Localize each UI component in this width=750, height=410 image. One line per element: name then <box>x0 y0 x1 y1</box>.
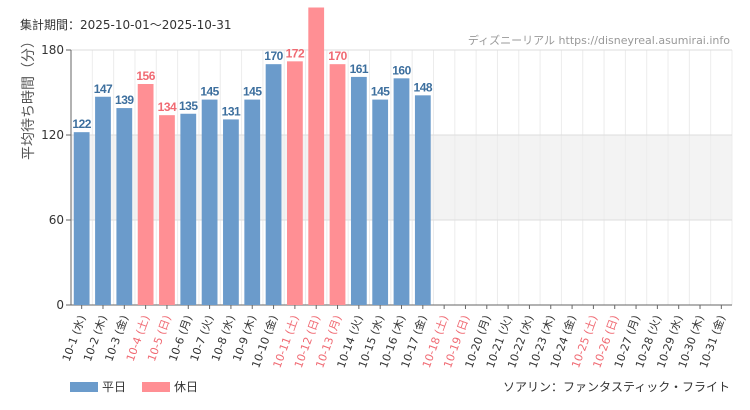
legend-label-weekday: 平日 <box>102 380 127 394</box>
bar-value-label: 170 <box>264 49 283 63</box>
bar <box>329 64 346 305</box>
bar <box>73 132 90 305</box>
bar <box>350 76 367 305</box>
attraction-name: ソアリン：ファンタスティック・フライト <box>502 380 730 394</box>
bar <box>201 99 218 305</box>
legend-swatch-holiday <box>142 381 171 392</box>
bar <box>308 7 325 305</box>
bar-value-label: 145 <box>371 85 390 99</box>
bar-value-label: 147 <box>94 82 113 96</box>
bar-value-label: 122 <box>72 117 91 131</box>
y-tick-label: 0 <box>56 298 64 312</box>
bar-value-label: 145 <box>200 85 219 99</box>
bar <box>414 95 431 305</box>
bar-value-label: 148 <box>414 80 433 94</box>
bar-value-label: 135 <box>179 99 198 113</box>
bar <box>95 96 111 305</box>
bar <box>159 115 175 305</box>
bar-value-label: 170 <box>328 49 347 63</box>
y-tick-label: 180 <box>41 43 64 57</box>
bar-value-label: 172 <box>286 46 305 60</box>
period-label: 集計期間：2025-10-01～2025-10-31 <box>20 18 232 32</box>
legend-item-weekday: 平日 <box>70 378 126 395</box>
bar-value-label: 134 <box>158 100 177 114</box>
bar <box>137 84 154 305</box>
bar <box>223 119 239 305</box>
y-axis-label: 平均待ち時間（分） <box>21 34 37 160</box>
bar <box>372 99 389 305</box>
bar <box>116 108 133 305</box>
bar <box>244 99 261 305</box>
y-tick-label: 120 <box>41 128 64 142</box>
legend-item-holiday: 休日 <box>142 378 198 395</box>
bar <box>286 61 303 305</box>
source-label: ディズニーリアル https://disneyreal.asumirai.inf… <box>467 34 730 47</box>
bar-value-label: 161 <box>350 62 369 76</box>
legend: 平日 休日 <box>70 378 198 395</box>
bar-value-label: 145 <box>243 85 262 99</box>
bar-value-label: 131 <box>222 104 241 118</box>
legend-label-holiday: 休日 <box>174 380 199 394</box>
bar <box>265 64 282 305</box>
bar-value-label: 139 <box>115 93 134 107</box>
y-tick-label: 60 <box>49 213 64 227</box>
bar-value-label: 156 <box>136 69 155 83</box>
bar-value-label: 160 <box>392 63 411 77</box>
bar <box>393 78 410 305</box>
legend-swatch-weekday <box>70 381 98 392</box>
bar <box>180 113 197 305</box>
